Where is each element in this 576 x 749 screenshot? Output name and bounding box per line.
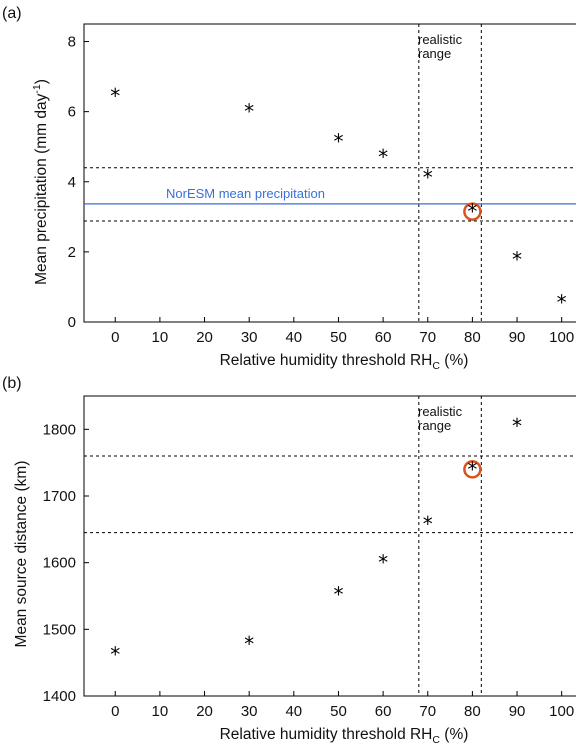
panel-b-y-tick-label: 1700 <box>43 488 76 505</box>
panel-a-data-point: * <box>557 291 567 315</box>
panel-a-highlight-circle <box>463 202 482 221</box>
panel-b-x-tick-label: 100 <box>549 703 574 720</box>
panel-a-content: 0 10 20 30 40 50 60 70 80 90 100 0 2 4 6 8 * * * * * * * * <box>68 24 576 346</box>
panel-a-x-tick-label: 30 <box>241 329 258 346</box>
panel-a-data-point: * <box>378 145 388 169</box>
panel-b-content: 0 10 20 30 40 50 60 70 80 90 100 1400 1500 1600 1700 18… <box>43 396 576 720</box>
panel-a-y-tick-label: 4 <box>68 174 76 191</box>
panel-b-data-point: * <box>512 414 522 438</box>
panel-a-range-label-line2: range <box>418 46 451 61</box>
panel-b-range-label-line1: realistic <box>418 404 463 419</box>
panel-b-data-point: * <box>244 632 254 656</box>
panel-a-x-tick-label: 90 <box>509 329 526 346</box>
panel-a-data-point: * <box>110 84 120 108</box>
panel-b-x-tick-label: 30 <box>241 703 258 720</box>
panel-b-x-tick-label: 80 <box>464 703 481 720</box>
panel-a-y-tick-label: 0 <box>68 314 76 331</box>
panel-b-y-tick-label: 1800 <box>43 421 76 438</box>
panel-a-reference-label: NorESM mean precipitation <box>166 186 325 201</box>
panel-b: (b) 0 10 20 30 40 50 60 70 80 90 100 1400 1500 1600 17… <box>2 375 576 746</box>
panel-a-y-axis-title: Mean precipitation (mm day-1) <box>31 79 50 285</box>
panel-b-data-point: * <box>333 583 343 607</box>
panel-a-label: (a) <box>2 5 22 22</box>
panel-a-x-tick-label: 0 <box>111 329 119 346</box>
panel-a-x-tick-label: 20 <box>196 329 213 346</box>
panel-b-data-point: * <box>467 457 477 481</box>
panel-a-x-tick-label: 100 <box>549 329 574 346</box>
panel-b-y-axis-title: Mean source distance (km) <box>13 461 30 648</box>
panel-b-x-tick-label: 20 <box>196 703 213 720</box>
panel-b-label: (b) <box>2 375 22 392</box>
panel-b-data-point: * <box>378 551 388 575</box>
panel-a-data-point: * <box>333 129 343 153</box>
panel-a-x-tick-label: 50 <box>330 329 347 346</box>
panel-a-x-axis-title: Relative humidity threshold RHC (%) <box>220 352 469 372</box>
panel-b-y-tick-label: 1500 <box>43 621 76 638</box>
panel-b-x-tick-label: 60 <box>375 703 392 720</box>
panel-b-y-tick-label: 1400 <box>43 688 76 705</box>
panel-a-data-point: * <box>423 166 433 190</box>
panel-a-data-point: * <box>467 200 477 224</box>
panel-b-x-tick-label: 50 <box>330 703 347 720</box>
panel-b-range-label-line2: range <box>418 418 451 433</box>
panel-a-data-point: * <box>244 100 254 124</box>
panel-a-x-tick-label: 40 <box>285 329 302 346</box>
panel-a-x-tick-label: 10 <box>152 329 169 346</box>
panel-b-x-tick-label: 90 <box>509 703 526 720</box>
panel-b-x-tick-label: 10 <box>152 703 169 720</box>
panel-b-highlight-circle <box>463 460 482 479</box>
panel-b-x-axis-title: Relative humidity threshold RHC (%) <box>220 726 469 746</box>
panel-b-x-tick-label: 40 <box>285 703 302 720</box>
panel-a-plot-frame <box>83 23 576 323</box>
panel-a-y-tick-label: 8 <box>68 34 76 51</box>
panel-a-data-point: * <box>512 248 522 272</box>
panel-b-y-tick-label: 1600 <box>43 555 76 572</box>
panel-a-x-tick-label: 80 <box>464 329 481 346</box>
panel-b-data-point: * <box>423 512 433 536</box>
panel-a-range-label-line1: realistic <box>418 32 463 47</box>
panel-b-x-tick-label: 70 <box>419 703 436 720</box>
panel-b-plot-frame <box>83 395 576 697</box>
panel-a-y-tick-label: 6 <box>68 104 76 121</box>
panel-a-x-tick-label: 70 <box>419 329 436 346</box>
panel-a-y-tick-label: 2 <box>68 244 76 261</box>
panel-a: (a) 0 10 20 30 40 50 60 70 80 90 10002468******** … <box>2 5 576 372</box>
panel-b-x-tick-label: 0 <box>111 703 119 720</box>
panel-a-x-tick-label: 60 <box>375 329 392 346</box>
panel-b-data-point: * <box>110 643 120 667</box>
